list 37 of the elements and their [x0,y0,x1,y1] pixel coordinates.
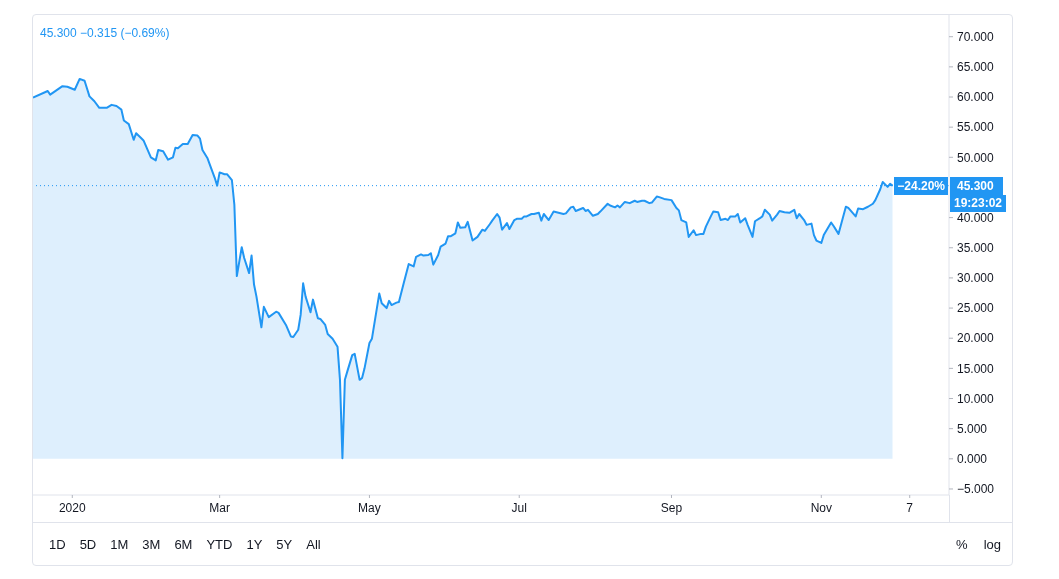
y-tick-label: 40.000 [957,210,995,225]
text: 6M [174,536,193,552]
text: All [306,536,321,552]
y-tick-label: 25.000 [957,301,995,316]
y-tick-label: 65.000 [957,60,995,75]
text: 1M [110,536,129,552]
annotation: −24.20% [894,176,948,195]
text: log [983,536,1001,552]
y-tick-label: −5.000 [957,482,995,497]
text: 45.300 −0.315 (−0.69%) [40,26,170,40]
y-tick-label: 0.000 [957,452,988,467]
x-tick-label: 7 [906,500,914,515]
y-tick-label: 70.000 [957,29,995,44]
x-tick-label: May [358,500,381,515]
x-tick-label: Jul [511,500,527,515]
ref-line-label: 45.300 [950,176,1003,195]
text: % [956,536,968,552]
y-tick-label: 50.000 [957,150,995,165]
y-tick-label: 60.000 [957,90,995,105]
text: 5Y [276,536,293,552]
text: YTD [206,536,233,552]
y-tick-label: 20.000 [957,331,995,346]
x-tick-label: Mar [209,500,230,515]
text: 1D [49,536,66,552]
y-tick-label: 55.000 [957,120,995,135]
text: 3M [142,536,161,552]
y-tick-label: 15.000 [957,361,995,376]
countdown-tag: 19:23:02 [950,195,1007,213]
y-tick-label: 10.000 [957,391,995,406]
x-tick-label: Nov [810,500,832,515]
text: 5D [79,536,97,552]
y-tick-label: 30.000 [957,271,995,286]
y-tick-label: 5.000 [957,421,988,436]
x-tick-label: 2020 [58,500,86,515]
x-tick-label: Sep [660,500,683,515]
text: 1Y [246,536,263,552]
y-tick-label: 35.000 [957,241,995,256]
